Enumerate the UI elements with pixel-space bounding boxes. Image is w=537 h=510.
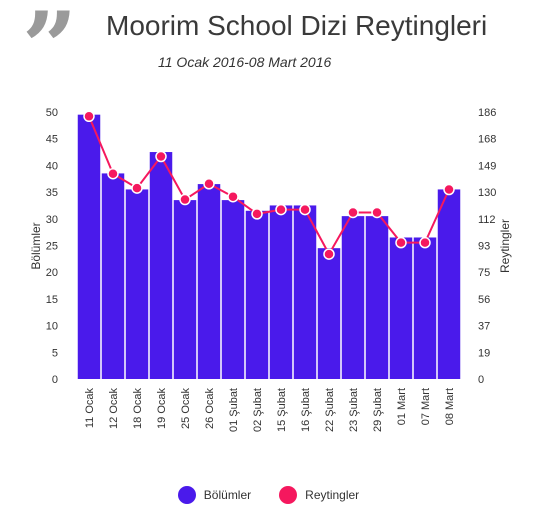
left-tick-9: 45 [46, 134, 58, 146]
right-tick-5: 93 [478, 241, 490, 253]
left-tick-10: 50 [46, 107, 58, 119]
reytingler-point-0[interactable] [83, 110, 95, 123]
reytingler-point-12[interactable] [371, 206, 383, 219]
chart-area: 0 5 10 15 20 25 30 35 40 45 50 0 19 37 56 75 93 112 130 14… [29, 107, 512, 433]
reytingler-point-1[interactable] [107, 167, 119, 180]
right-axis-title: Reytingler [498, 219, 512, 273]
bar-4[interactable] [173, 200, 197, 379]
bar-11[interactable] [341, 216, 365, 379]
bar-9[interactable] [293, 205, 317, 379]
reytingler-point-3[interactable] [155, 150, 167, 163]
reytingler-point-8[interactable] [275, 203, 287, 216]
x-tick-2: 18 Ocak [132, 388, 144, 429]
bar-6[interactable] [221, 200, 245, 379]
left-tick-8: 40 [46, 160, 58, 172]
reytingler-point-9[interactable] [299, 203, 311, 216]
bar-series-bolumler [77, 114, 461, 380]
right-tick-1: 19 [478, 347, 490, 359]
bar-2[interactable] [125, 189, 149, 379]
left-tick-4: 20 [46, 267, 58, 279]
bar-10[interactable] [317, 248, 341, 379]
bar-12[interactable] [365, 216, 389, 379]
reytingler-point-10[interactable] [323, 248, 335, 260]
x-tick-9: 16 Şubat [300, 388, 312, 432]
bar-8[interactable] [269, 205, 293, 379]
reytingler-point-7[interactable] [251, 208, 263, 220]
bar-15[interactable] [437, 189, 461, 379]
right-tick-3: 56 [478, 294, 490, 306]
chart-title: Moorim School Dizi Reytingleri [106, 10, 488, 41]
line-series-reytingler [83, 110, 455, 260]
bar-14[interactable] [413, 237, 437, 379]
left-tick-1: 5 [52, 347, 58, 359]
reytingler-point-5[interactable] [203, 178, 215, 190]
legend-swatch-bolumler [177, 486, 196, 504]
reytingler-point-15[interactable] [443, 183, 455, 196]
quote-mark: ” [22, 0, 78, 104]
x-tick-7: 02 Şubat [252, 388, 264, 432]
bar-3[interactable] [149, 152, 173, 379]
bar-13[interactable] [389, 237, 413, 379]
legend-item-bolumler[interactable]: Bölümler [177, 486, 252, 504]
legend-label-reytingler: Reytingler [305, 488, 360, 502]
reytingler-line [88, 115, 450, 257]
legend-item-reytingler[interactable]: Reytingler [279, 486, 359, 504]
x-tick-10: 22 Şubat [324, 388, 336, 432]
x-tick-15: 08 Mart [444, 388, 456, 425]
reytingler-point-2[interactable] [131, 182, 143, 194]
legend-label-bolumler: Bölümler [203, 488, 252, 502]
reytingler-point-11[interactable] [347, 206, 359, 219]
reytingler-point-4[interactable] [179, 193, 191, 206]
legend-swatch-reytingler [279, 486, 298, 504]
left-tick-5: 25 [46, 241, 58, 253]
chart-subtitle: 11 Ocak 2016-08 Mart 2016 [158, 54, 332, 70]
bar-1[interactable] [101, 173, 125, 379]
right-tick-8: 149 [478, 160, 496, 172]
left-tick-0: 0 [52, 374, 58, 386]
x-tick-8: 15 Şubat [276, 388, 288, 432]
right-tick-9: 168 [478, 134, 496, 146]
x-tick-12: 29 Şubat [372, 388, 384, 432]
bar-5[interactable] [197, 184, 221, 379]
x-tick-14: 07 Mart [420, 388, 432, 425]
x-tick-5: 26 Ocak [204, 388, 216, 429]
right-tick-0: 0 [478, 374, 484, 386]
bar-0[interactable] [77, 114, 101, 380]
legend: Bölümler Reytingler [0, 486, 537, 504]
x-axis-ticks: 11 Ocak 12 Ocak 18 Ocak 19 Ocak 25 Ocak 26 Oc… [84, 388, 456, 433]
left-axis-ticks: 0 5 10 15 20 25 30 35 40 45 50 [46, 107, 58, 386]
right-tick-10: 186 [478, 107, 496, 119]
left-tick-2: 10 [46, 321, 58, 333]
right-axis-ticks: 0 19 37 56 75 93 112 130 149 168 186 [478, 107, 496, 386]
left-axis-title: Bölümler [29, 222, 43, 269]
right-tick-7: 130 [478, 187, 496, 199]
right-tick-6: 112 [478, 214, 496, 226]
x-tick-6: 01 Şubat [228, 388, 240, 432]
x-tick-3: 19 Ocak [156, 388, 168, 429]
x-tick-0: 11 Ocak [84, 388, 96, 429]
x-tick-1: 12 Ocak [108, 388, 120, 429]
right-tick-4: 75 [478, 267, 490, 279]
left-tick-6: 30 [46, 214, 58, 226]
x-tick-13: 01 Mart [396, 388, 408, 425]
reytingler-point-13[interactable] [395, 236, 407, 249]
x-tick-4: 25 Ocak [180, 388, 192, 429]
left-tick-3: 15 [46, 294, 58, 306]
bar-7[interactable] [245, 210, 269, 379]
reytingler-point-14[interactable] [419, 236, 431, 249]
right-tick-2: 37 [478, 321, 490, 333]
left-tick-7: 35 [46, 187, 58, 199]
reytingler-point-6[interactable] [227, 190, 239, 203]
x-tick-11: 23 Şubat [348, 388, 360, 432]
